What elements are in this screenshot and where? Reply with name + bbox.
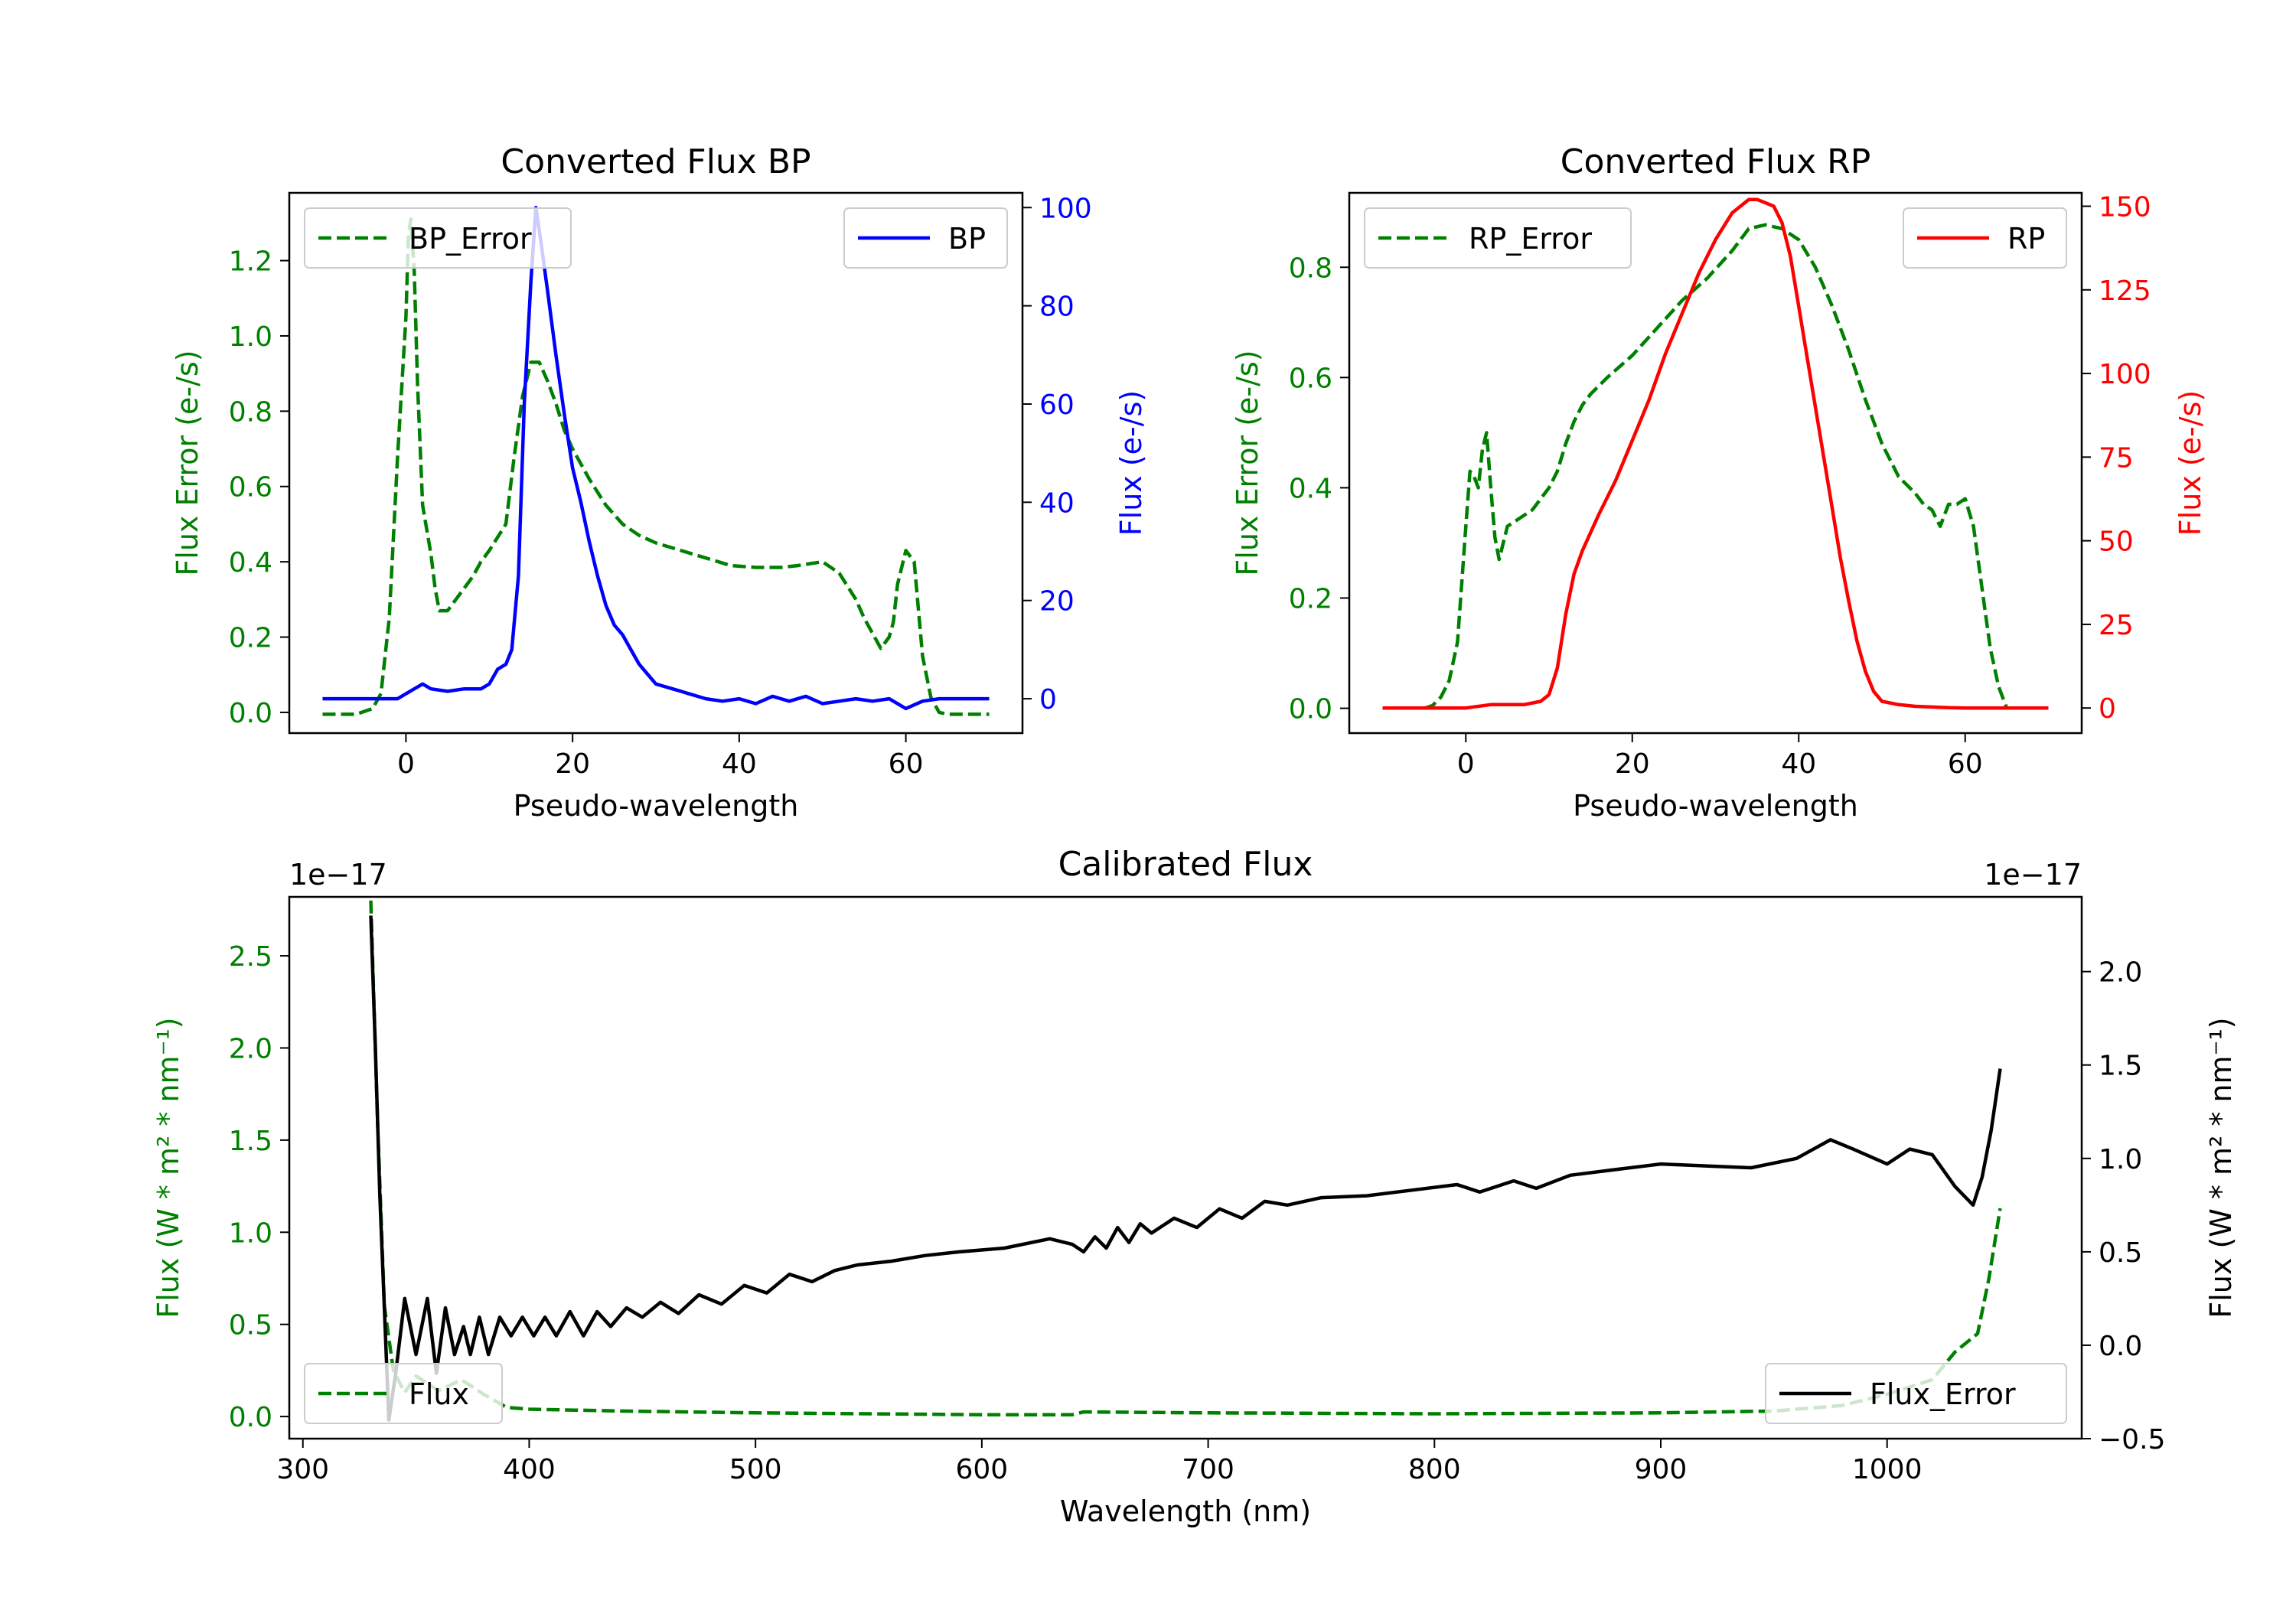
chart-title: Calibrated Flux [1058,845,1313,884]
y-axis-label-left: Flux Error (e-/s) [171,350,204,575]
legend-rp: RP [1903,207,2067,269]
legend-flux-error: Flux [304,1363,503,1424]
x-axis-label: Wavelength (nm) [1060,1495,1311,1528]
x-tick-label: 300 [276,1454,329,1485]
x-tick-label: 60 [1948,748,1983,780]
plot-frame [288,895,2083,1440]
y-right-tick-label: −0.5 [2099,1424,2165,1455]
legend-box [1364,207,1632,269]
x-tick-label: 1000 [1852,1454,1923,1485]
y-left-tick-label: 0.0 [229,698,272,729]
y-left-tick-label: 2.0 [229,1033,272,1064]
plot-frame [1348,191,2083,735]
y-axis-label-left: Flux (W * m² * nm⁻¹) [152,1017,185,1318]
y-left-tick-label: 1.0 [229,321,272,353]
chart-title: Converted Flux BP [501,142,810,181]
y-left-tick-label: 0.0 [229,1402,272,1433]
y-left-tick-label: 0.2 [1289,584,1332,615]
y-right-tick-label: 20 [1039,586,1075,618]
series-rp [1382,197,2049,710]
y-axis-label-right: Flux (W * m² * nm⁻¹) [2204,1017,2238,1318]
legend-label: Flux [409,1377,469,1411]
y-left-tick-label: 0.0 [1289,694,1332,725]
y-left-tick-label: 1.5 [229,1126,272,1157]
y-right-tick-label: 80 [1039,292,1075,323]
y-left-tick-label: 1.2 [229,246,272,278]
x-tick-label: 500 [729,1454,782,1485]
x-tick-label: 20 [1615,748,1650,780]
y-right-tick-label: 100 [2099,359,2151,390]
x-tick-label: 0 [397,748,415,780]
x-tick-label: 20 [555,748,590,780]
x-tick-label: 60 [889,748,924,780]
legend-label: RP_Error [1469,222,1592,256]
plot-frame [288,191,1024,735]
chart-rp: 0 20 40 60 0.0 0.2 0.4 0.6 0.8 0 25 50 75 100 125 150 Co… [1231,142,2207,823]
legend-label: BP_Error [409,222,532,256]
legend-label: Flux_Error [1870,1377,2016,1411]
series-flux-error [369,900,2002,1416]
y-axis-label-left: Flux Error (e-/s) [1231,350,1264,575]
offset-label-right: 1e−17 [1984,858,2082,892]
offset-label-left: 1e−17 [289,858,387,892]
legend-box [1765,1363,2067,1424]
y-right-tick-label: 0.5 [2099,1237,2142,1269]
series-bp-error [322,217,990,716]
y-axis-label-right: Flux (e-/s) [1114,390,1148,536]
x-tick-label: 40 [1781,748,1816,780]
y-left-tick-label: 0.6 [1289,363,1332,394]
chart-title: Converted Flux RP [1561,142,1871,181]
y-left-tick-label: 0.8 [1289,253,1332,284]
y-left-tick-label: 0.6 [229,472,272,504]
y-right-tick-label: 75 [2099,442,2134,474]
y-left-tick-label: 0.4 [229,547,272,579]
y-right-tick-label: 25 [2099,610,2134,641]
y-right-tick-label: 100 [1039,193,1092,224]
legend-label: RP [2007,222,2045,256]
y-right-tick-label: 60 [1039,390,1075,421]
legend-box [304,1363,503,1424]
legend-box [304,207,572,269]
x-tick-label: 0 [1457,748,1475,780]
series-rp-error [1424,223,2009,710]
y-right-tick-label: 150 [2099,191,2151,223]
y-right-tick-label: 40 [1039,487,1075,519]
y-axis-label-right: Flux (e-/s) [2174,390,2207,536]
legend-flux: Flux_Error [1765,1363,2067,1424]
series-bp [322,206,990,711]
x-tick-label: 40 [722,748,757,780]
y-right-tick-label: 1.0 [2099,1144,2142,1175]
x-tick-label: 400 [503,1454,556,1485]
legend-rp-error: RP_Error [1364,207,1632,269]
x-axis-label: Pseudo-wavelength [1573,789,1858,823]
y-left-tick-label: 0.2 [229,623,272,654]
y-left-tick-label: 1.0 [229,1217,272,1249]
series-flux [369,915,2002,1422]
y-right-tick-label: 50 [2099,526,2134,558]
legend-label: BP [948,222,986,256]
chart-bp: 0 20 40 60 0.0 0.2 0.4 0.6 0.8 1.0 1.2 0 20 40 60 80 100… [171,142,1148,823]
y-right-tick-label: 125 [2099,275,2151,307]
x-tick-label: 600 [956,1454,1009,1485]
chart-calibrated: 300 400 500 600 700 800 900 1000 0.0 0.5 1.0 1.5 2.0… [152,845,2238,1528]
x-axis-label: Pseudo-wavelength [514,789,799,823]
y-right-tick-label: 0.0 [2099,1331,2142,1362]
x-tick-label: 700 [1182,1454,1234,1485]
x-tick-label: 800 [1408,1454,1461,1485]
y-left-tick-label: 0.5 [229,1310,272,1341]
y-right-tick-label: 0 [1039,684,1057,715]
legend-bp: BP [843,207,1008,269]
y-left-tick-label: 0.8 [229,396,272,428]
y-right-tick-label: 2.0 [2099,957,2142,989]
legend-bp-error: BP_Error [304,207,572,269]
x-tick-label: 900 [1635,1454,1688,1485]
y-right-tick-label: 1.5 [2099,1051,2142,1082]
y-right-tick-label: 0 [2099,693,2116,725]
y-left-tick-label: 2.5 [229,941,272,973]
y-left-tick-label: 0.4 [1289,473,1332,504]
